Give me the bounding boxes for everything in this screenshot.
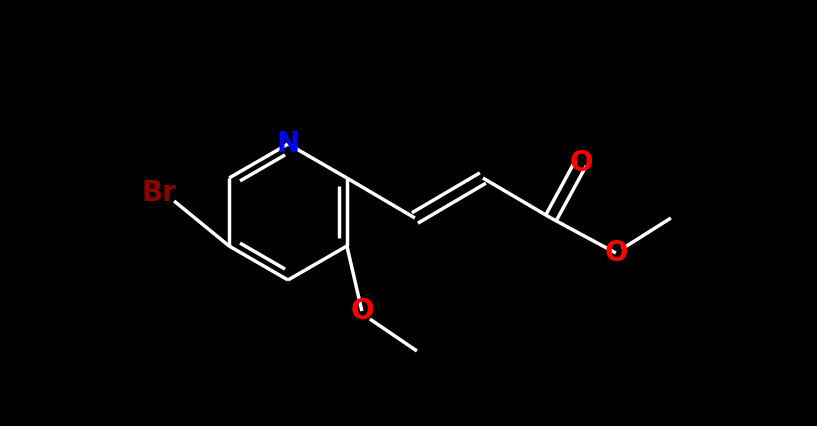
- Text: O: O: [569, 149, 592, 177]
- Text: O: O: [350, 297, 373, 325]
- Text: Br: Br: [141, 179, 176, 207]
- Text: O: O: [604, 239, 627, 267]
- Text: N: N: [276, 130, 300, 158]
